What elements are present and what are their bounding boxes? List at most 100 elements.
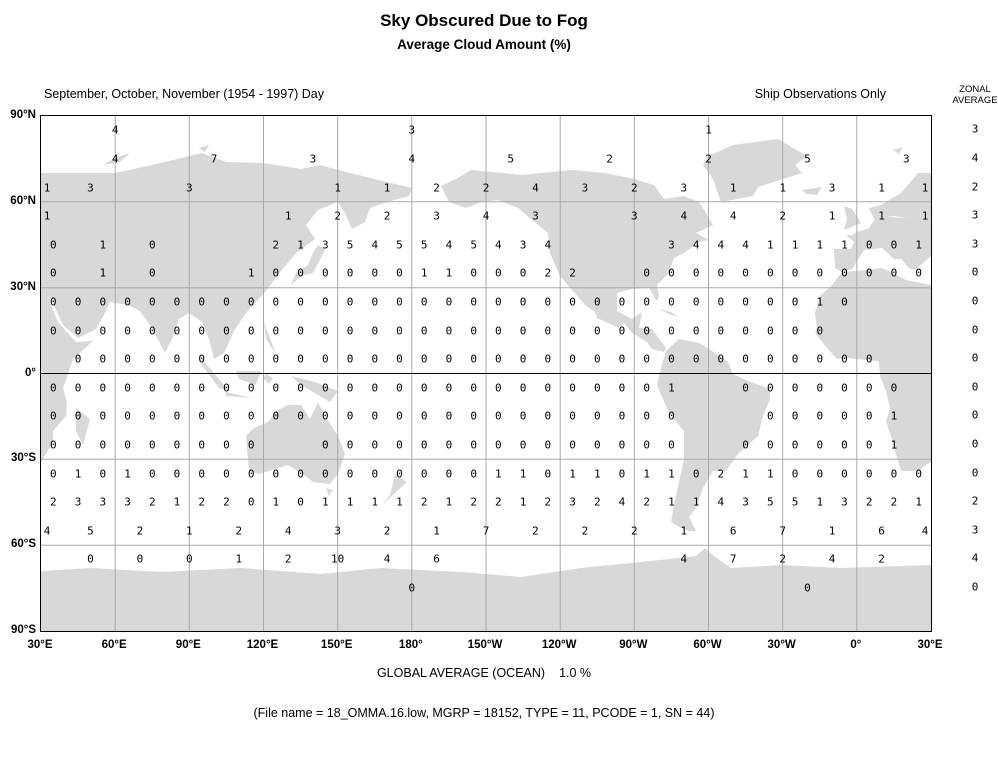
grid-value: 4 — [717, 495, 725, 509]
zonal-average-header-line2: AVERAGE — [952, 95, 998, 106]
grid-value: 0 — [124, 295, 131, 309]
grid-value: 0 — [223, 409, 230, 423]
grid-value: 0 — [136, 552, 144, 566]
grid-value: 0 — [766, 266, 774, 280]
grid-value: 0 — [766, 409, 774, 423]
zonal-average-value: 3 — [971, 237, 979, 251]
grid-value: 1 — [272, 495, 280, 509]
grid-value: 0 — [272, 266, 280, 280]
grid-value: 3 — [321, 238, 329, 252]
zonal-average-value: 3 — [971, 122, 979, 136]
grid-value: 0 — [50, 238, 57, 252]
zonal-average-value: 4 — [971, 151, 979, 165]
grid-value: 0 — [593, 409, 601, 423]
grid-value: 0 — [841, 266, 848, 280]
land-tasmania — [326, 488, 333, 496]
grid-value: 0 — [297, 295, 304, 309]
grid-value: 0 — [99, 438, 107, 452]
grid-value: 0 — [396, 295, 403, 309]
grid-value: 0 — [297, 352, 304, 366]
grid-value: 0 — [272, 324, 280, 338]
grid-value: 2 — [495, 495, 502, 509]
grid-value: 1 — [779, 181, 786, 195]
grid-value: 0 — [593, 295, 601, 309]
grid-value: 0 — [841, 467, 848, 481]
grid-value: 2 — [420, 495, 428, 509]
source-label: Ship Observations Only — [754, 87, 886, 101]
grid-value: 0 — [396, 409, 403, 423]
grid-value: 0 — [297, 495, 304, 509]
zonal-average-value: 0 — [971, 408, 979, 422]
grid-value: 0 — [519, 352, 527, 366]
grid-value: 0 — [247, 409, 255, 423]
grid-value: 0 — [50, 409, 57, 423]
grid-value: 2 — [383, 524, 391, 538]
grid-value: 6 — [433, 552, 440, 566]
grid-value: 0 — [643, 438, 650, 452]
zonal-average-value: 0 — [971, 294, 979, 308]
grid-value: 3 — [309, 152, 317, 166]
grid-value: 0 — [99, 409, 107, 423]
land-sumatra — [202, 359, 229, 391]
land-severnaya-zemlya — [199, 145, 209, 152]
grid-value: 0 — [297, 409, 304, 423]
grid-value: 4 — [482, 209, 490, 223]
grid-value: 0 — [371, 324, 379, 338]
grid-value: 2 — [705, 152, 712, 166]
grid-value: 0 — [569, 438, 576, 452]
grid-value: 0 — [618, 324, 626, 338]
zonal-average-value: 0 — [971, 466, 979, 480]
grid-value: 2 — [198, 495, 205, 509]
zonal-average-value: 0 — [971, 437, 979, 451]
grid-value: 2 — [865, 495, 873, 509]
lon-tick-label: 0° — [850, 639, 862, 651]
grid-value: 1 — [680, 524, 688, 538]
grid-value: 0 — [841, 295, 848, 309]
grid-value: 4 — [618, 495, 626, 509]
grid-value: 0 — [766, 324, 774, 338]
grid-value: 0 — [717, 266, 725, 280]
land-eurasia — [41, 153, 412, 359]
grid-value: 0 — [247, 324, 255, 338]
grid-value: 2 — [581, 524, 589, 538]
lon-tick-label: 60°E — [101, 639, 127, 651]
grid-value: 0 — [791, 295, 799, 309]
grid-value: 0 — [420, 295, 428, 309]
grid-value: 0 — [766, 438, 774, 452]
grid-value: 1 — [729, 181, 737, 195]
grid-value: 2 — [544, 266, 552, 280]
grid-value: 5 — [396, 238, 403, 252]
grid-value: 1 — [334, 181, 341, 195]
period-label: September, October, November (1954 - 199… — [44, 87, 325, 101]
grid-value: 7 — [779, 524, 786, 538]
grid-value: 1 — [396, 495, 403, 509]
grid-value: 0 — [544, 324, 552, 338]
grid-value: 0 — [470, 381, 477, 395]
grid-value: 0 — [915, 266, 922, 280]
grid-value: 0 — [74, 438, 82, 452]
zonal-average-header-line1: ZONAL — [959, 84, 991, 95]
grid-value: 4 — [445, 238, 453, 252]
grid-value: 0 — [297, 266, 304, 280]
grid-value: 0 — [124, 381, 131, 395]
page-subtitle: Average Cloud Amount (%) — [397, 37, 571, 52]
grid-value: 2 — [593, 495, 601, 509]
grid-value: 0 — [816, 352, 824, 366]
world-map — [41, 116, 931, 631]
grid-value: 0 — [445, 409, 453, 423]
grid-value: 0 — [816, 409, 824, 423]
grid-value: 2 — [631, 181, 638, 195]
grid-value: 3 — [334, 524, 341, 538]
grid-value: 0 — [495, 381, 502, 395]
grid-value: 0 — [470, 438, 477, 452]
grid-value: 4 — [284, 524, 292, 538]
land-greenland — [703, 139, 807, 202]
grid-value: 2 — [606, 152, 613, 166]
global-average-line: GLOBAL AVERAGE (OCEAN) 1.0 % — [0, 666, 968, 680]
map-plot: 4 3 1 4 7 3 4 5 2 2 5 3 1 3 3 1 1 2 2 4 3 2 3 1 1 3 1 1 1 1 2 2 3 4 3 3 4 4 2 1… — [40, 115, 932, 632]
grid-value: 2 — [148, 495, 156, 509]
grid-value: 2 — [569, 266, 576, 280]
grid-value: 0 — [519, 381, 527, 395]
grid-value: 3 — [680, 181, 688, 195]
zonal-average-value: 4 — [971, 551, 979, 565]
